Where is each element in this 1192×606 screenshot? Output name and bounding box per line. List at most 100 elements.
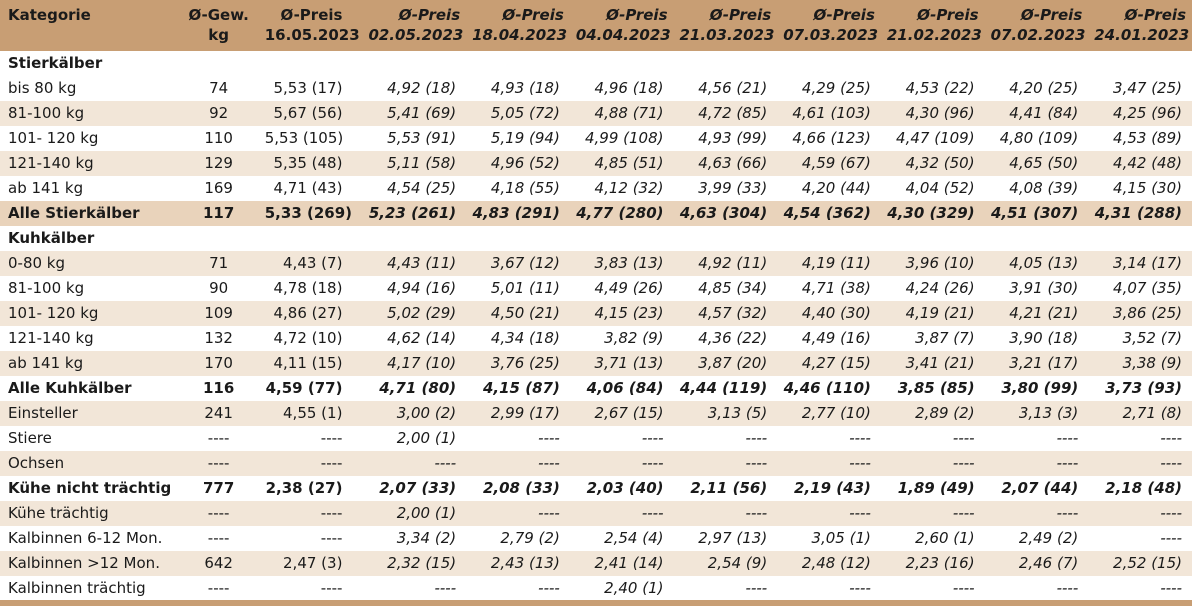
price-cell: 4,21 (21) bbox=[984, 301, 1089, 326]
header-line-2: kg bbox=[208, 26, 229, 44]
price-cell: 3,47 (25) bbox=[1088, 76, 1192, 101]
table-row: 121-140 kg 132 4,72 (10) 4,62 (14) 4,34 (18)… bbox=[0, 326, 1192, 351]
price-cell: 3,83 (13) bbox=[569, 251, 674, 276]
weight-cell: ---- bbox=[178, 501, 259, 526]
price-cell: 2,03 (40) bbox=[586, 479, 664, 497]
weight-cell: ---- bbox=[178, 576, 259, 601]
price-cell: 3,87 (20) bbox=[673, 351, 778, 376]
price-cell: 4,71 (38) bbox=[777, 276, 881, 301]
price-cell: 5,53 (105) bbox=[258, 126, 363, 151]
price-cell: 4,56 (21) bbox=[673, 76, 778, 101]
weight-cell: 241 bbox=[178, 401, 259, 426]
table-row: Stiere ---- ---- 2,00 (1) ---- ---- ---- ---- --… bbox=[0, 426, 1192, 451]
table-row: ab 141 kg 170 4,11 (15) 4,17 (10) 3,76 (25) 3… bbox=[0, 351, 1192, 376]
total-row: Alle Stierkälber 117 5,33 (269) 5,23 (261) 4… bbox=[0, 201, 1192, 226]
header-line-2: 16.05.2023 bbox=[264, 26, 360, 44]
price-cell: 2,19 (43) bbox=[794, 479, 871, 497]
price-cell: 3,13 (5) bbox=[673, 401, 778, 426]
price-cell: 4,50 (21) bbox=[466, 301, 570, 326]
price-cell: 4,99 (108) bbox=[569, 126, 674, 151]
price-cell: 3,14 (17) bbox=[1088, 251, 1192, 276]
category-cell: Alle Stierkälber bbox=[0, 201, 179, 226]
price-cell: ---- bbox=[258, 576, 363, 601]
price-cell: ---- bbox=[880, 426, 985, 451]
price-cell: ---- bbox=[777, 451, 881, 476]
weight-cell: 777 bbox=[202, 479, 235, 497]
table-row: Kühe trächtig ---- ---- 2,00 (1) ---- ---- ---… bbox=[0, 501, 1192, 526]
price-cell: 4,29 (25) bbox=[777, 76, 881, 101]
price-cell: ---- bbox=[984, 451, 1089, 476]
category-cell: Kuhkälber bbox=[8, 229, 95, 247]
price-cell: 3,67 (12) bbox=[466, 251, 570, 276]
price-cell: ---- bbox=[258, 426, 363, 451]
header-line-1: Ø-Preis bbox=[1124, 6, 1186, 24]
price-cell: ---- bbox=[362, 576, 467, 601]
price-cell: ---- bbox=[777, 501, 881, 526]
price-cell: 3,00 (2) bbox=[362, 401, 467, 426]
price-cell: 4,15 (23) bbox=[569, 301, 674, 326]
header-line-2: 18.04.2023 bbox=[472, 26, 568, 44]
price-cell: 4,12 (32) bbox=[569, 176, 674, 201]
price-cell: ---- bbox=[984, 576, 1089, 601]
price-cell: 5,05 (72) bbox=[466, 101, 570, 126]
price-cell: 4,78 (18) bbox=[258, 276, 363, 301]
price-cell: 4,06 (84) bbox=[586, 379, 664, 397]
price-cell bbox=[985, 226, 1089, 251]
price-cell: 4,72 (10) bbox=[258, 326, 363, 351]
price-cell: 4,18 (55) bbox=[466, 176, 570, 201]
header-line-1: Ø-Preis bbox=[709, 6, 772, 24]
category-cell: 101- 120 kg bbox=[0, 301, 179, 326]
category-cell: ab 141 kg bbox=[0, 176, 179, 201]
price-cell: 4,54 (25) bbox=[362, 176, 467, 201]
price-cell: 4,20 (25) bbox=[984, 76, 1089, 101]
price-cell: 4,47 (109) bbox=[880, 126, 985, 151]
price-cell bbox=[570, 226, 674, 251]
price-cell: 2,40 (1) bbox=[569, 576, 674, 601]
category-cell: 0-80 kg bbox=[0, 251, 179, 276]
price-cell: ---- bbox=[258, 501, 363, 526]
weight-cell: ---- bbox=[178, 426, 259, 451]
price-cell: 3,85 (85) bbox=[897, 379, 975, 397]
weight-cell bbox=[179, 226, 259, 251]
price-cell: ---- bbox=[880, 451, 985, 476]
price-cell: ---- bbox=[362, 451, 467, 476]
header-line-1: Ø-Preis bbox=[813, 6, 875, 24]
header-line-2: 02.05.2023 bbox=[368, 26, 464, 44]
header-cell: Ø-Preis 18.04.2023 bbox=[466, 0, 570, 51]
price-cell: 4,15 (30) bbox=[1088, 176, 1192, 201]
price-cell: ---- bbox=[1088, 526, 1192, 551]
table-row: ab 141 kg 169 4,71 (43) 4,54 (25) 4,18 (55) 4… bbox=[0, 176, 1192, 201]
header-line-1: Ø-Preis bbox=[398, 6, 461, 24]
table-header: Kategorie Ø-Gew. kg Ø-Preis 16.05.2023 Ø-Prei… bbox=[0, 0, 1192, 51]
price-cell: 3,86 (25) bbox=[1088, 301, 1192, 326]
price-cell: 4,55 (1) bbox=[258, 401, 363, 426]
header-cell: Ø-Gew. kg bbox=[178, 0, 259, 51]
category-cell: Kalbinnen 6-12 Mon. bbox=[0, 526, 179, 551]
price-cell: 4,77 (280) bbox=[569, 201, 674, 226]
price-cell: 2,54 (4) bbox=[569, 526, 674, 551]
category-cell: Einsteller bbox=[0, 401, 179, 426]
price-cell: ---- bbox=[673, 451, 778, 476]
table-row: Kalbinnen >12 Mon. 642 2,47 (3) 2,32 (15) 2,… bbox=[0, 551, 1192, 576]
header-cell: Ø-Preis 07.02.2023 bbox=[984, 0, 1089, 51]
price-cell: 5,19 (94) bbox=[466, 126, 570, 151]
header-line-2: 24.01.2023 bbox=[1094, 26, 1190, 44]
price-cell: ---- bbox=[984, 426, 1089, 451]
price-cell: 1,89 (49) bbox=[897, 479, 975, 497]
price-cell: ---- bbox=[466, 501, 570, 526]
price-cell: 4,94 (16) bbox=[362, 276, 467, 301]
header-line-1: Ø-Preis bbox=[280, 6, 343, 24]
price-cell: 4,49 (16) bbox=[777, 326, 881, 351]
price-cell bbox=[777, 226, 881, 251]
price-cell: 3,91 (30) bbox=[984, 276, 1089, 301]
header-line-1: Ø-Preis bbox=[917, 6, 979, 24]
price-cell: 4,96 (18) bbox=[569, 76, 674, 101]
price-cell: 2,77 (10) bbox=[777, 401, 881, 426]
header-row: Kategorie Ø-Gew. kg Ø-Preis 16.05.2023 Ø-Prei… bbox=[0, 0, 1192, 51]
price-cell: 4,51 (307) bbox=[984, 201, 1089, 226]
price-cell: ---- bbox=[466, 451, 570, 476]
category-cell: Kalbinnen >12 Mon. bbox=[0, 551, 179, 576]
price-cell: 4,43 (11) bbox=[362, 251, 467, 276]
price-cell bbox=[674, 51, 778, 76]
weight-cell: 92 bbox=[178, 101, 259, 126]
